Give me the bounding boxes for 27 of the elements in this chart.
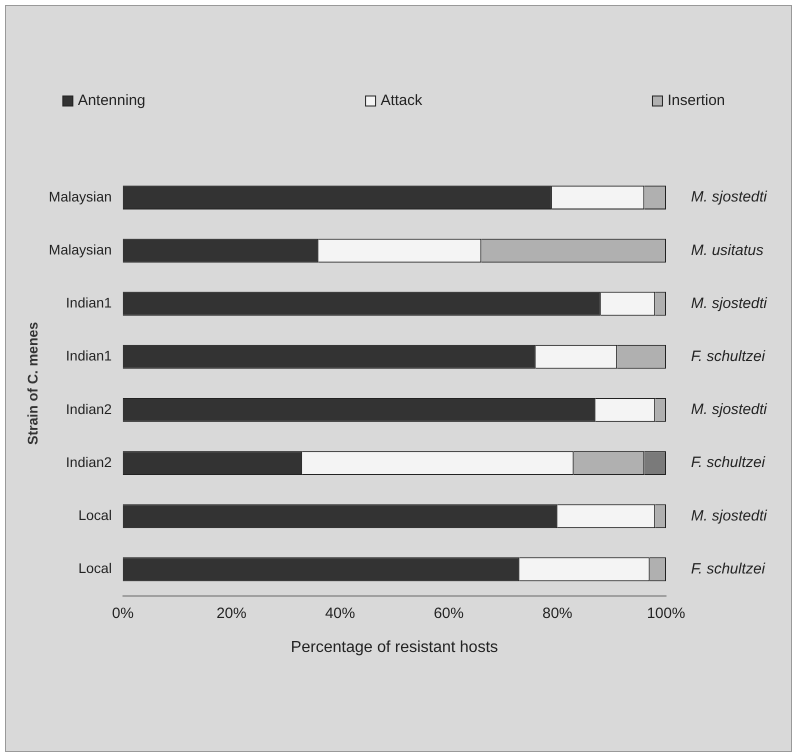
legend-label: Antenning [78,92,146,110]
x-tick-label: 0% [112,604,134,622]
y-tick-label: Indian2 [66,454,112,470]
x-tick-label: 60% [434,604,464,622]
x-tick-label: 40% [325,604,356,622]
y-tick-label: Local [78,507,112,524]
text: M. sjostedti [691,507,768,524]
x-tick-label: 80% [542,604,572,622]
text: M. sjostedti [691,294,768,312]
y-tick-label: Malaysian [48,188,112,204]
text: M. sjostedti [691,188,768,206]
y-tick-label: Local [78,560,112,576]
y-tick-label: Malaysian [48,242,112,258]
text: M. sjostedti [691,401,768,418]
legend-label: Attack [380,92,423,110]
x-tick-label: 20% [216,604,246,622]
x-axis-title: Percentage of resistant hosts [290,638,498,656]
text: M. usitatus [691,242,764,259]
text: F. schultzei [691,348,766,366]
y-tick-label: Indian1 [66,348,112,364]
x-tick-label: 100% [646,604,686,622]
y-axis-title: Strain of C. menes [24,322,40,445]
legend-label: Insertion [667,92,726,110]
text: F. schultzei [691,560,766,578]
y-tick-label: Indian2 [66,400,112,417]
y-tick-label: Indian1 [66,294,112,311]
text: F. schultzei [691,454,766,472]
